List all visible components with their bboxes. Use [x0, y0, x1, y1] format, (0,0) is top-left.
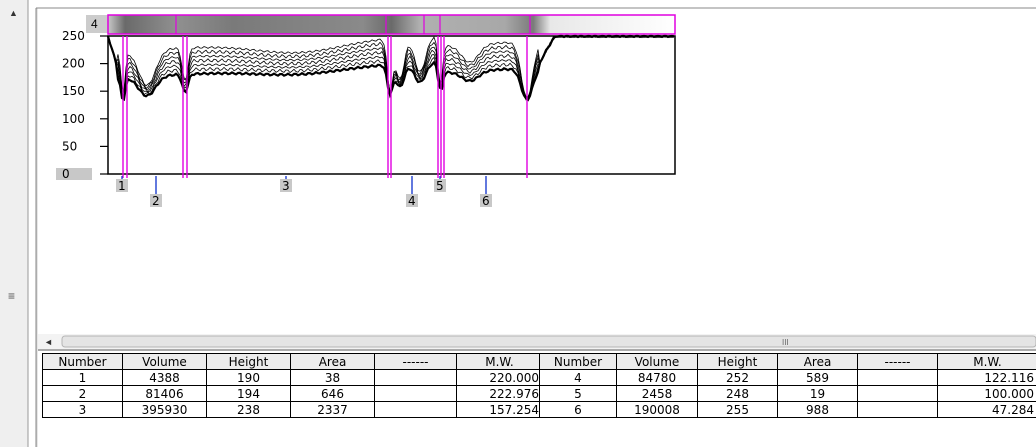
band-mw: 47.284 [937, 401, 1036, 418]
table-row[interactable]: 4 84780 252 589 122.116 [539, 369, 1036, 386]
col-mw: M.W. [937, 353, 1036, 370]
band-area: 988 [777, 401, 858, 418]
scroll-thumb-grip[interactable]: ≡ [8, 289, 15, 303]
scroll-left-arrow[interactable]: ◄ [44, 337, 53, 347]
table-row[interactable]: 1 4388 190 38 220.000 [42, 369, 543, 386]
scroll-thumb[interactable] [61, 335, 1036, 348]
col-blank: ------ [374, 353, 457, 370]
table-row[interactable]: 6 190008 255 988 47.284 [539, 401, 1036, 418]
band-mw: 100.000 [937, 385, 1036, 402]
vertical-scrollbar[interactable]: ▲ ≡ [0, 0, 29, 447]
table-row[interactable]: 5 2458 248 19 100.000 [539, 385, 1036, 402]
band-marker-label: 1 [118, 179, 126, 193]
results-table-left: Number Volume Height Area ------ M.W. 1 … [42, 353, 543, 418]
col-number: Number [539, 353, 617, 370]
band-blank [857, 369, 938, 386]
band-volume: 81406 [122, 385, 207, 402]
table-row[interactable]: 2 81406 194 646 222.976 [42, 385, 543, 402]
table-header-row: Number Volume Height Area ------ M.W. [539, 353, 1036, 370]
band-mw: 220.000 [456, 369, 543, 386]
band-area: 38 [290, 369, 375, 386]
density-plot: 250 200 150 100 50 0 1 2 3 4 5 6 [56, 29, 676, 208]
band-area: 589 [777, 369, 858, 386]
band-height: 255 [697, 401, 778, 418]
table-row[interactable]: 3 395930 238 2337 157.254 [42, 401, 543, 418]
band-marker-box[interactable] [434, 179, 446, 192]
col-area: Area [777, 353, 858, 370]
band-boundary-lines [122, 36, 528, 178]
band-marker-box[interactable] [406, 194, 418, 207]
band-volume: 190008 [616, 401, 698, 418]
band-height: 252 [697, 369, 778, 386]
band-volume: 2458 [616, 385, 698, 402]
col-height: Height [697, 353, 778, 370]
band-mw: 157.254 [456, 401, 543, 418]
col-blank: ------ [857, 353, 938, 370]
band-marker-label: 5 [436, 179, 444, 193]
y-tick-label: 50 [62, 139, 77, 153]
lane-image: 4 [86, 14, 676, 35]
band-marker-box[interactable] [150, 194, 162, 207]
band-height: 238 [206, 401, 291, 418]
col-volume: Volume [616, 353, 698, 370]
scroll-up-arrow[interactable]: ▲ [9, 8, 18, 18]
scroll-thumb-grip: III [782, 338, 789, 347]
zero-label-bg [56, 168, 92, 180]
col-number: Number [42, 353, 123, 370]
results-table-right: Number Volume Height Area ------ M.W. 4 … [539, 353, 1036, 418]
col-height: Height [206, 353, 291, 370]
band-blank [857, 401, 938, 418]
y-tick-label: 150 [62, 84, 85, 98]
band-number: 1 [42, 369, 123, 386]
band-height: 248 [697, 385, 778, 402]
y-tick-label: 200 [62, 57, 85, 71]
band-marker-box[interactable] [280, 179, 292, 192]
band-blank [374, 401, 457, 418]
band-height: 190 [206, 369, 291, 386]
band-marker-label: 6 [482, 194, 490, 208]
band-mw: 122.116 [937, 369, 1036, 386]
band-height: 194 [206, 385, 291, 402]
band-area: 646 [290, 385, 375, 402]
band-number: 6 [539, 401, 617, 418]
band-number: 4 [539, 369, 617, 386]
band-volume: 4388 [122, 369, 207, 386]
col-mw: M.W. [456, 353, 543, 370]
band-volume: 84780 [616, 369, 698, 386]
band-number: 5 [539, 385, 617, 402]
band-marker-label: 3 [282, 179, 290, 193]
lane-band-lines [175, 15, 531, 34]
band-volume: 395930 [122, 401, 207, 418]
band-marker-label: 4 [408, 194, 416, 208]
table-header-row: Number Volume Height Area ------ M.W. [42, 353, 543, 370]
y-tick-label: 0 [62, 167, 70, 181]
band-markers: 1 2 3 4 5 6 [116, 176, 492, 208]
band-area: 19 [777, 385, 858, 402]
band-blank [374, 385, 457, 402]
y-axis: 250 200 150 100 50 0 [56, 29, 108, 181]
col-volume: Volume [122, 353, 207, 370]
band-blank [374, 369, 457, 386]
band-marker-label: 2 [152, 194, 160, 208]
col-area: Area [290, 353, 375, 370]
band-blank [857, 385, 938, 402]
horizontal-scrollbar[interactable]: ◄ III [38, 334, 1036, 349]
band-area: 2337 [290, 401, 375, 418]
band-number: 2 [42, 385, 123, 402]
y-tick-label: 100 [62, 112, 85, 126]
y-tick-label: 250 [62, 29, 85, 43]
lane-number: 4 [91, 17, 98, 31]
band-marker-box[interactable] [116, 179, 128, 192]
band-number: 3 [42, 401, 123, 418]
band-mw: 222.976 [456, 385, 543, 402]
band-marker-box[interactable] [480, 194, 492, 207]
